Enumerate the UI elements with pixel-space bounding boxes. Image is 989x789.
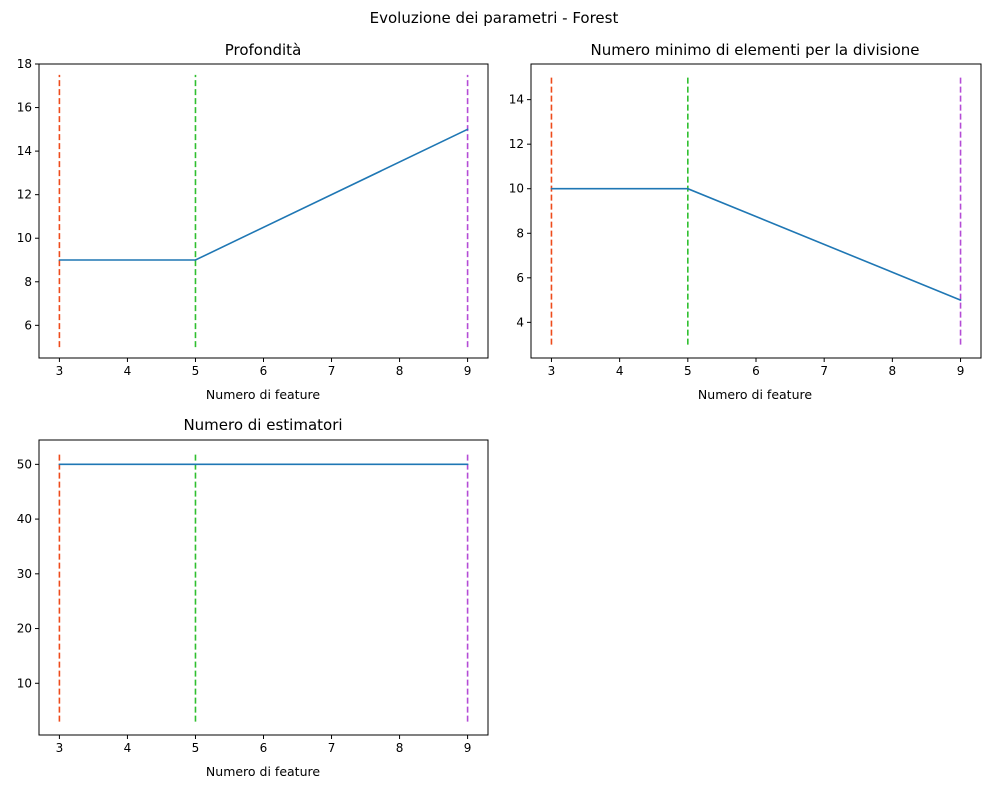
y-tick-label: 6 — [24, 318, 32, 332]
x-tick-label: 4 — [124, 364, 132, 378]
x-tick-label: 3 — [56, 741, 64, 755]
subplot-title: Numero minimo di elementi per la divisio… — [590, 41, 919, 59]
y-tick-label: 40 — [17, 512, 32, 526]
figure-suptitle: Evoluzione dei parametri - Forest — [370, 9, 619, 27]
y-tick-label: 10 — [17, 676, 32, 690]
x-axis-label: Numero di feature — [206, 764, 320, 779]
x-tick-label: 9 — [957, 364, 965, 378]
series-point — [194, 463, 197, 466]
y-tick-label: 8 — [516, 226, 524, 240]
plot-frame — [530, 63, 982, 359]
y-tick-label: 4 — [516, 315, 524, 329]
x-tick-label: 5 — [684, 364, 692, 378]
series-point — [550, 187, 553, 190]
series-point — [58, 463, 61, 466]
x-tick-label: 7 — [328, 741, 336, 755]
x-axis-label: Numero di feature — [206, 387, 320, 402]
x-tick-label: 8 — [889, 364, 897, 378]
subplot-title: Profondità — [225, 41, 302, 59]
series-point — [959, 299, 962, 301]
x-tick-label: 3 — [548, 364, 556, 378]
x-tick-label: 8 — [396, 364, 404, 378]
x-tick-label: 9 — [464, 364, 472, 378]
x-tick-label: 6 — [752, 364, 760, 378]
subplot-title: Numero di estimatori — [183, 416, 342, 434]
y-tick-label: 10 — [17, 231, 32, 245]
y-tick-label: 10 — [509, 182, 524, 196]
series-point — [687, 187, 689, 190]
x-tick-label: 6 — [260, 741, 268, 755]
y-tick-label: 14 — [509, 93, 524, 107]
x-tick-label: 7 — [328, 364, 336, 378]
series-point — [466, 463, 469, 466]
y-tick-label: 6 — [516, 271, 524, 285]
x-tick-label: 3 — [56, 364, 64, 378]
x-tick-label: 4 — [124, 741, 132, 755]
series-line — [59, 128, 468, 261]
plot-frame — [38, 439, 489, 736]
x-tick-label: 6 — [260, 364, 268, 378]
y-tick-label: 20 — [17, 622, 32, 636]
x-tick-label: 5 — [192, 741, 200, 755]
x-tick-label: 8 — [396, 741, 404, 755]
y-tick-label: 50 — [17, 457, 32, 471]
plot-frame — [38, 63, 489, 359]
y-tick-label: 12 — [509, 137, 524, 151]
x-tick-label: 9 — [464, 741, 472, 755]
subplot-numero-estimatori: Numero di estimatori Numero di feature 3… — [17, 416, 489, 779]
y-tick-label: 18 — [17, 57, 32, 71]
series-line — [551, 187, 961, 301]
series-point — [466, 128, 469, 131]
y-tick-label: 30 — [17, 567, 32, 581]
series-point — [194, 259, 197, 261]
x-tick-label: 4 — [616, 364, 624, 378]
x-axis-label: Numero di feature — [698, 387, 812, 402]
subplot-profondita: Profondità Numero di feature 3 4 5 6 7 8 9 6 8 10… — [17, 41, 489, 402]
x-tick-label: 5 — [192, 364, 200, 378]
y-tick-label: 16 — [17, 101, 32, 115]
y-tick-label: 14 — [17, 144, 32, 158]
x-tick-label: 7 — [820, 364, 828, 378]
y-tick-label: 8 — [24, 275, 32, 289]
series-point — [58, 259, 61, 261]
subplot-numero-minimo-elementi: Numero minimo di elementi per la divisio… — [509, 41, 982, 402]
y-tick-label: 12 — [17, 188, 32, 202]
